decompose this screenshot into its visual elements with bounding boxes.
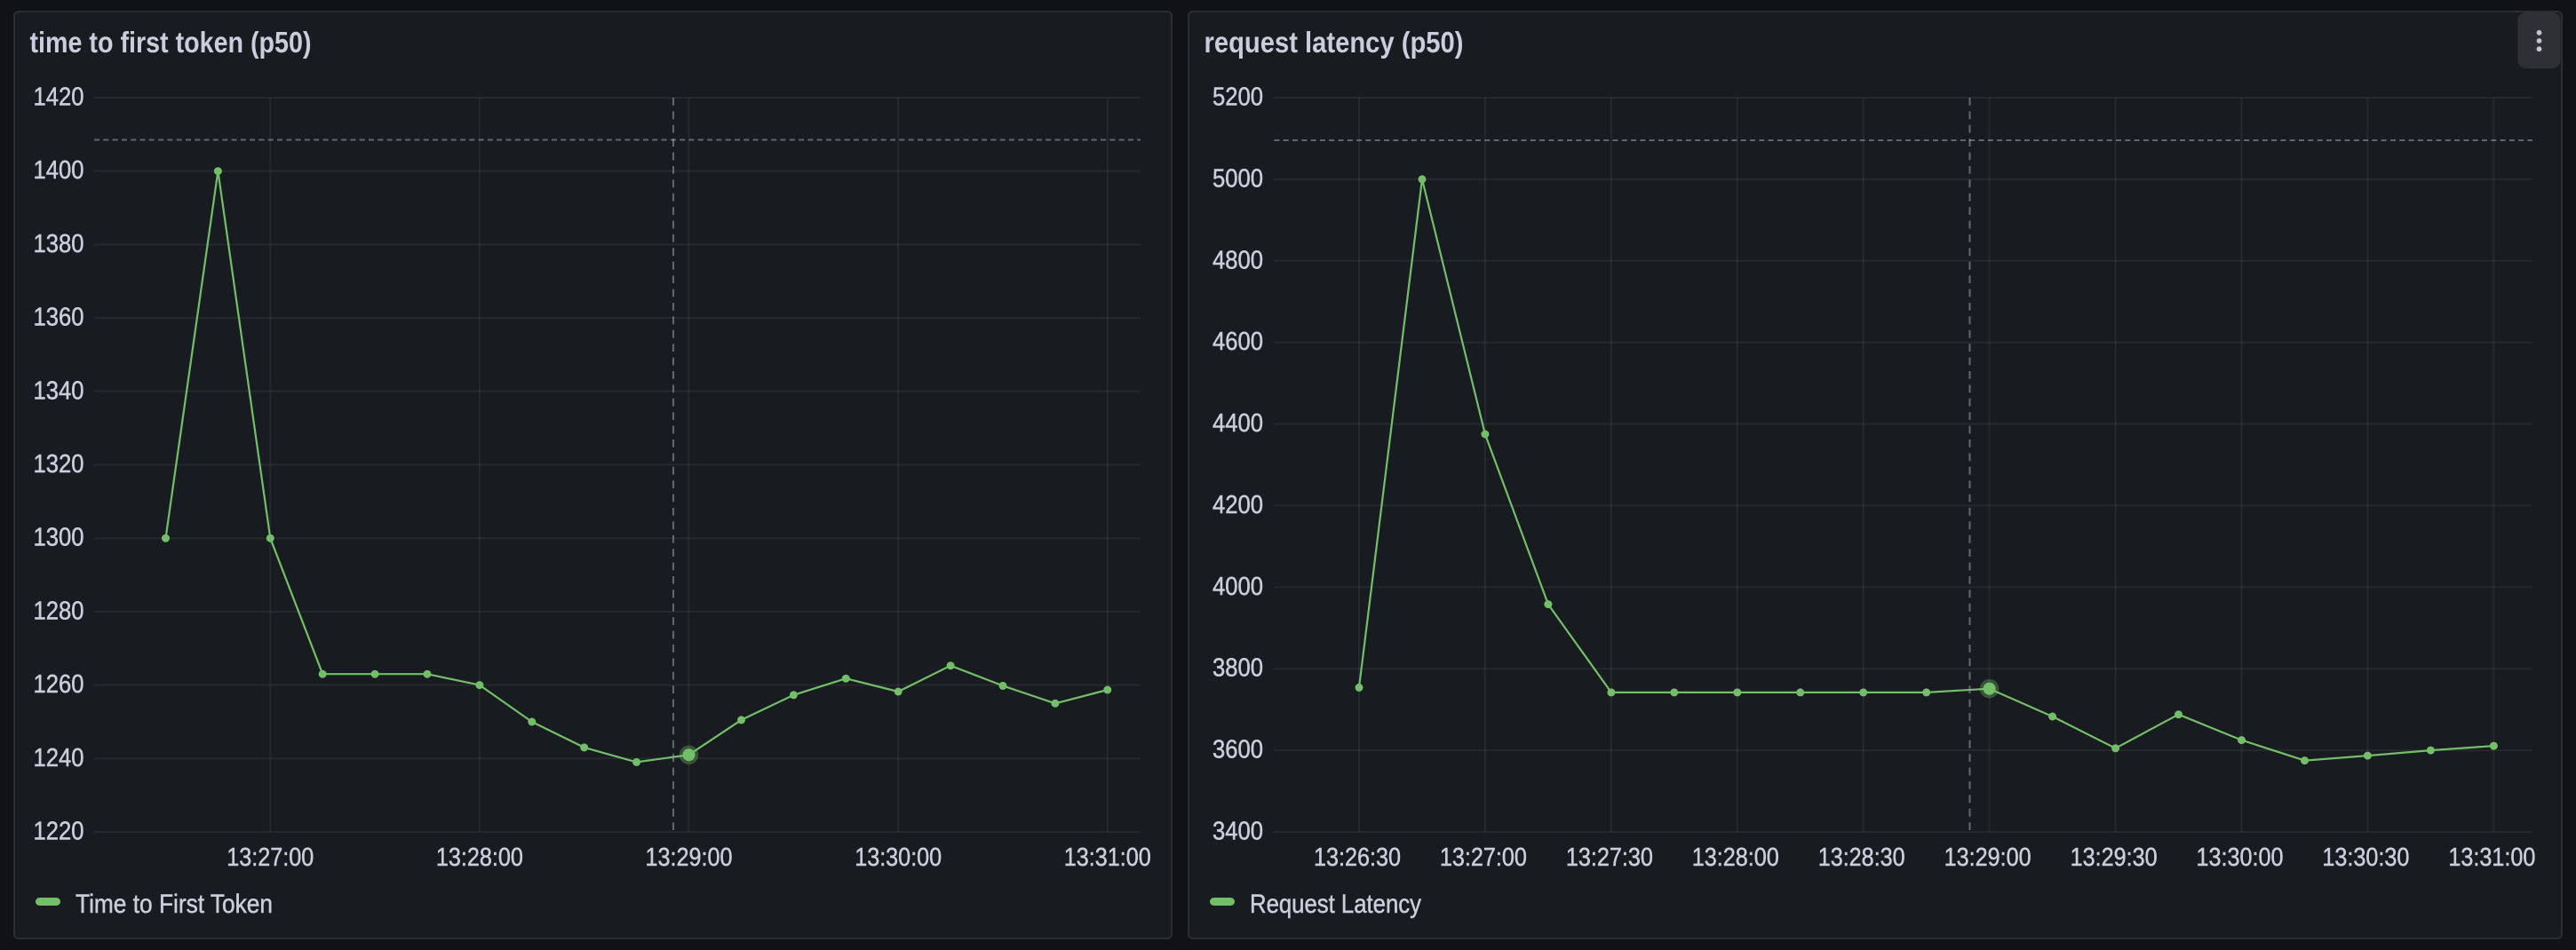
svg-text:1260: 1260 [34, 670, 84, 699]
svg-text:1420: 1420 [34, 83, 84, 112]
svg-text:request latency (p50): request latency (p50) [1205, 26, 1464, 59]
svg-text:1300: 1300 [34, 524, 84, 552]
svg-text:Request Latency: Request Latency [1250, 890, 1421, 919]
svg-text:3400: 3400 [1212, 818, 1263, 846]
svg-text:1400: 1400 [34, 156, 84, 185]
svg-text:13:26:30: 13:26:30 [1314, 843, 1401, 872]
svg-text:13:28:30: 13:28:30 [1818, 843, 1905, 872]
svg-text:4600: 4600 [1212, 328, 1263, 356]
svg-text:13:27:30: 13:27:30 [1566, 843, 1653, 872]
svg-text:4400: 4400 [1212, 409, 1263, 438]
svg-text:13:30:00: 13:30:00 [2197, 843, 2284, 872]
svg-text:5000: 5000 [1212, 164, 1263, 193]
svg-text:13:27:00: 13:27:00 [1440, 843, 1527, 872]
svg-text:1240: 1240 [34, 744, 84, 772]
svg-text:time to first token (p50): time to first token (p50) [30, 26, 312, 59]
svg-text:13:31:00: 13:31:00 [2448, 843, 2535, 872]
svg-text:13:29:00: 13:29:00 [1944, 843, 2031, 872]
svg-text:5200: 5200 [1212, 83, 1263, 112]
svg-text:1220: 1220 [34, 818, 84, 846]
svg-text:3600: 3600 [1212, 736, 1263, 764]
svg-text:1340: 1340 [34, 376, 84, 405]
svg-text:3800: 3800 [1212, 654, 1263, 683]
svg-text:4200: 4200 [1212, 491, 1263, 519]
svg-text:13:30:30: 13:30:30 [2322, 843, 2409, 872]
svg-text:Time to First Token: Time to First Token [76, 890, 273, 919]
svg-text:1380: 1380 [34, 230, 84, 258]
svg-text:1280: 1280 [34, 597, 84, 625]
svg-text:13:29:00: 13:29:00 [646, 843, 733, 872]
svg-text:1320: 1320 [34, 450, 84, 479]
svg-text:4800: 4800 [1212, 246, 1263, 274]
svg-text:1360: 1360 [34, 304, 84, 332]
svg-text:13:30:00: 13:30:00 [855, 843, 942, 872]
svg-text:13:27:00: 13:27:00 [227, 843, 314, 872]
svg-text:13:28:00: 13:28:00 [1692, 843, 1779, 872]
svg-text:13:29:30: 13:29:30 [2071, 843, 2158, 872]
svg-text:13:28:00: 13:28:00 [436, 843, 523, 872]
svg-text:4000: 4000 [1212, 573, 1263, 601]
svg-text:13:31:00: 13:31:00 [1064, 843, 1151, 872]
